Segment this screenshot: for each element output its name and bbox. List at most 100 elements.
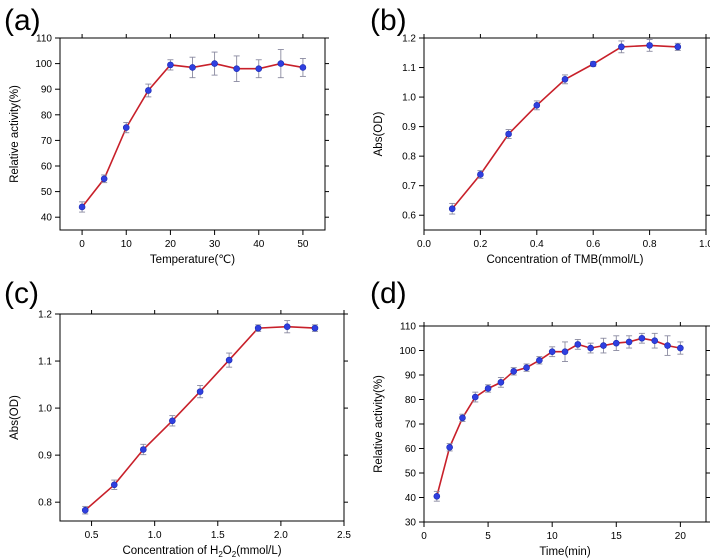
y-tick-label: 0.7 (402, 181, 416, 192)
data-point (589, 60, 597, 68)
data-point (446, 443, 453, 451)
data-point (533, 102, 541, 109)
panel-label: (d) (370, 277, 407, 310)
data-point (561, 348, 569, 356)
plot-frame (59, 313, 345, 522)
x-axis-title: Concentration of TMB(mmol/L) (486, 254, 643, 266)
x-axis-title: Temperature(℃) (150, 254, 235, 266)
data-point (167, 61, 174, 69)
data-point (211, 60, 218, 67)
y-tick-label: 1.0 (402, 93, 416, 104)
y-tick-label: 110 (400, 322, 416, 333)
data-point (169, 417, 176, 425)
x-tick-label: 0.2 (473, 239, 487, 250)
data-point (471, 393, 479, 401)
data-point (299, 64, 307, 71)
data-point (523, 364, 530, 371)
x-tick-label: 20 (165, 239, 177, 250)
data-point (140, 446, 147, 453)
data-point (618, 43, 625, 51)
y-tick-label: 60 (405, 444, 417, 455)
y-tick-label: 110 (36, 34, 52, 45)
data-point (255, 65, 263, 73)
x-axis-title: Concentration of H2O2(mmol/L) (122, 545, 281, 559)
x-tick-label: 30 (209, 239, 221, 250)
y-axis-title: Abs(OD) (373, 111, 385, 156)
y-tick-label: 0.6 (402, 211, 416, 222)
x-tick-label: 1.0 (148, 530, 162, 541)
y-tick-label: 80 (405, 395, 417, 406)
data-point (674, 43, 682, 51)
data-point (81, 506, 89, 514)
data-point (311, 324, 319, 332)
y-tick-label: 70 (405, 420, 417, 431)
data-point (600, 342, 607, 349)
data-point (548, 348, 556, 356)
x-tick-label: 0.4 (530, 239, 544, 250)
y-tick-label: 30 (405, 518, 417, 529)
x-tick-label: 2.0 (274, 530, 288, 541)
x-tick-label: 20 (675, 531, 687, 542)
x-tick-label: 15 (611, 531, 623, 542)
x-tick-label: 5 (485, 531, 491, 542)
y-tick-label: 1.2 (38, 310, 52, 321)
plot-frame (59, 37, 326, 231)
plot-frame (423, 37, 707, 231)
series-line (84, 325, 316, 511)
data-point (78, 203, 86, 211)
data-point (448, 205, 456, 213)
data-point (646, 42, 653, 49)
data-point (459, 414, 466, 422)
series-line (451, 44, 678, 210)
data-point (477, 171, 484, 178)
y-tick-label: 40 (405, 493, 417, 504)
y-axis-title: Relative activity(%) (373, 375, 385, 473)
data-point (433, 492, 441, 500)
y-tick-label: 100 (399, 346, 416, 357)
chart-panel-4: (d) 0 5 10 15 20 30 40 50 60 70 80 90 100 110 Time(min)… (370, 277, 710, 558)
y-tick-label: 70 (41, 136, 53, 147)
x-tick-label: 40 (253, 239, 265, 250)
data-point (505, 130, 512, 138)
y-tick-label: 1.1 (402, 63, 416, 74)
y-tick-label: 60 (41, 162, 53, 173)
data-point (625, 338, 633, 346)
data-point (277, 60, 285, 67)
y-tick-label: 90 (41, 85, 53, 96)
data-point (651, 337, 659, 345)
data-point (612, 339, 620, 347)
data-point (484, 385, 492, 392)
data-point (497, 379, 505, 386)
data-point (225, 356, 233, 364)
y-tick-label: 40 (41, 213, 53, 224)
chart-panel-2: (b) 0.0 0.2 0.4 0.6 0.8 1.0 0.6 0.7 0.8 0.9 1.0 1.1 1… (370, 4, 710, 266)
x-tick-label: 10 (547, 531, 559, 542)
y-tick-label: 50 (405, 469, 417, 480)
panel-label: (a) (4, 4, 41, 37)
panel-label: (c) (4, 277, 39, 310)
chart-panel-3: (c) 0.5 1.0 1.5 2.0 2.5 0.8 0.9 1.0 1.1 1.2 Concent… (4, 277, 351, 559)
x-tick-label: 50 (297, 239, 309, 250)
data-point (677, 344, 684, 352)
panel-label: (b) (370, 4, 407, 37)
data-point (145, 87, 152, 94)
data-point (664, 342, 671, 349)
x-tick-label: 0 (79, 239, 85, 250)
data-point (122, 124, 130, 131)
x-axis-title: Time(min) (539, 546, 590, 558)
data-point (638, 334, 646, 342)
y-tick-label: 0.9 (38, 451, 52, 462)
data-point (196, 388, 204, 395)
series-line (436, 337, 681, 497)
x-tick-label: 10 (121, 239, 133, 250)
y-tick-label: 100 (35, 59, 52, 70)
data-point (510, 368, 518, 375)
x-tick-label: 2.5 (337, 530, 351, 541)
y-axis-title: Abs(OD) (9, 395, 21, 440)
y-axis-title: Relative activity(%) (9, 85, 21, 183)
data-point (189, 64, 196, 71)
x-tick-label: 0.0 (417, 239, 431, 250)
chart-panel-1: (a) 0 10 20 30 40 50 40 50 60 70 80 90 100 110 Temperat… (4, 4, 329, 266)
data-point (254, 324, 262, 332)
